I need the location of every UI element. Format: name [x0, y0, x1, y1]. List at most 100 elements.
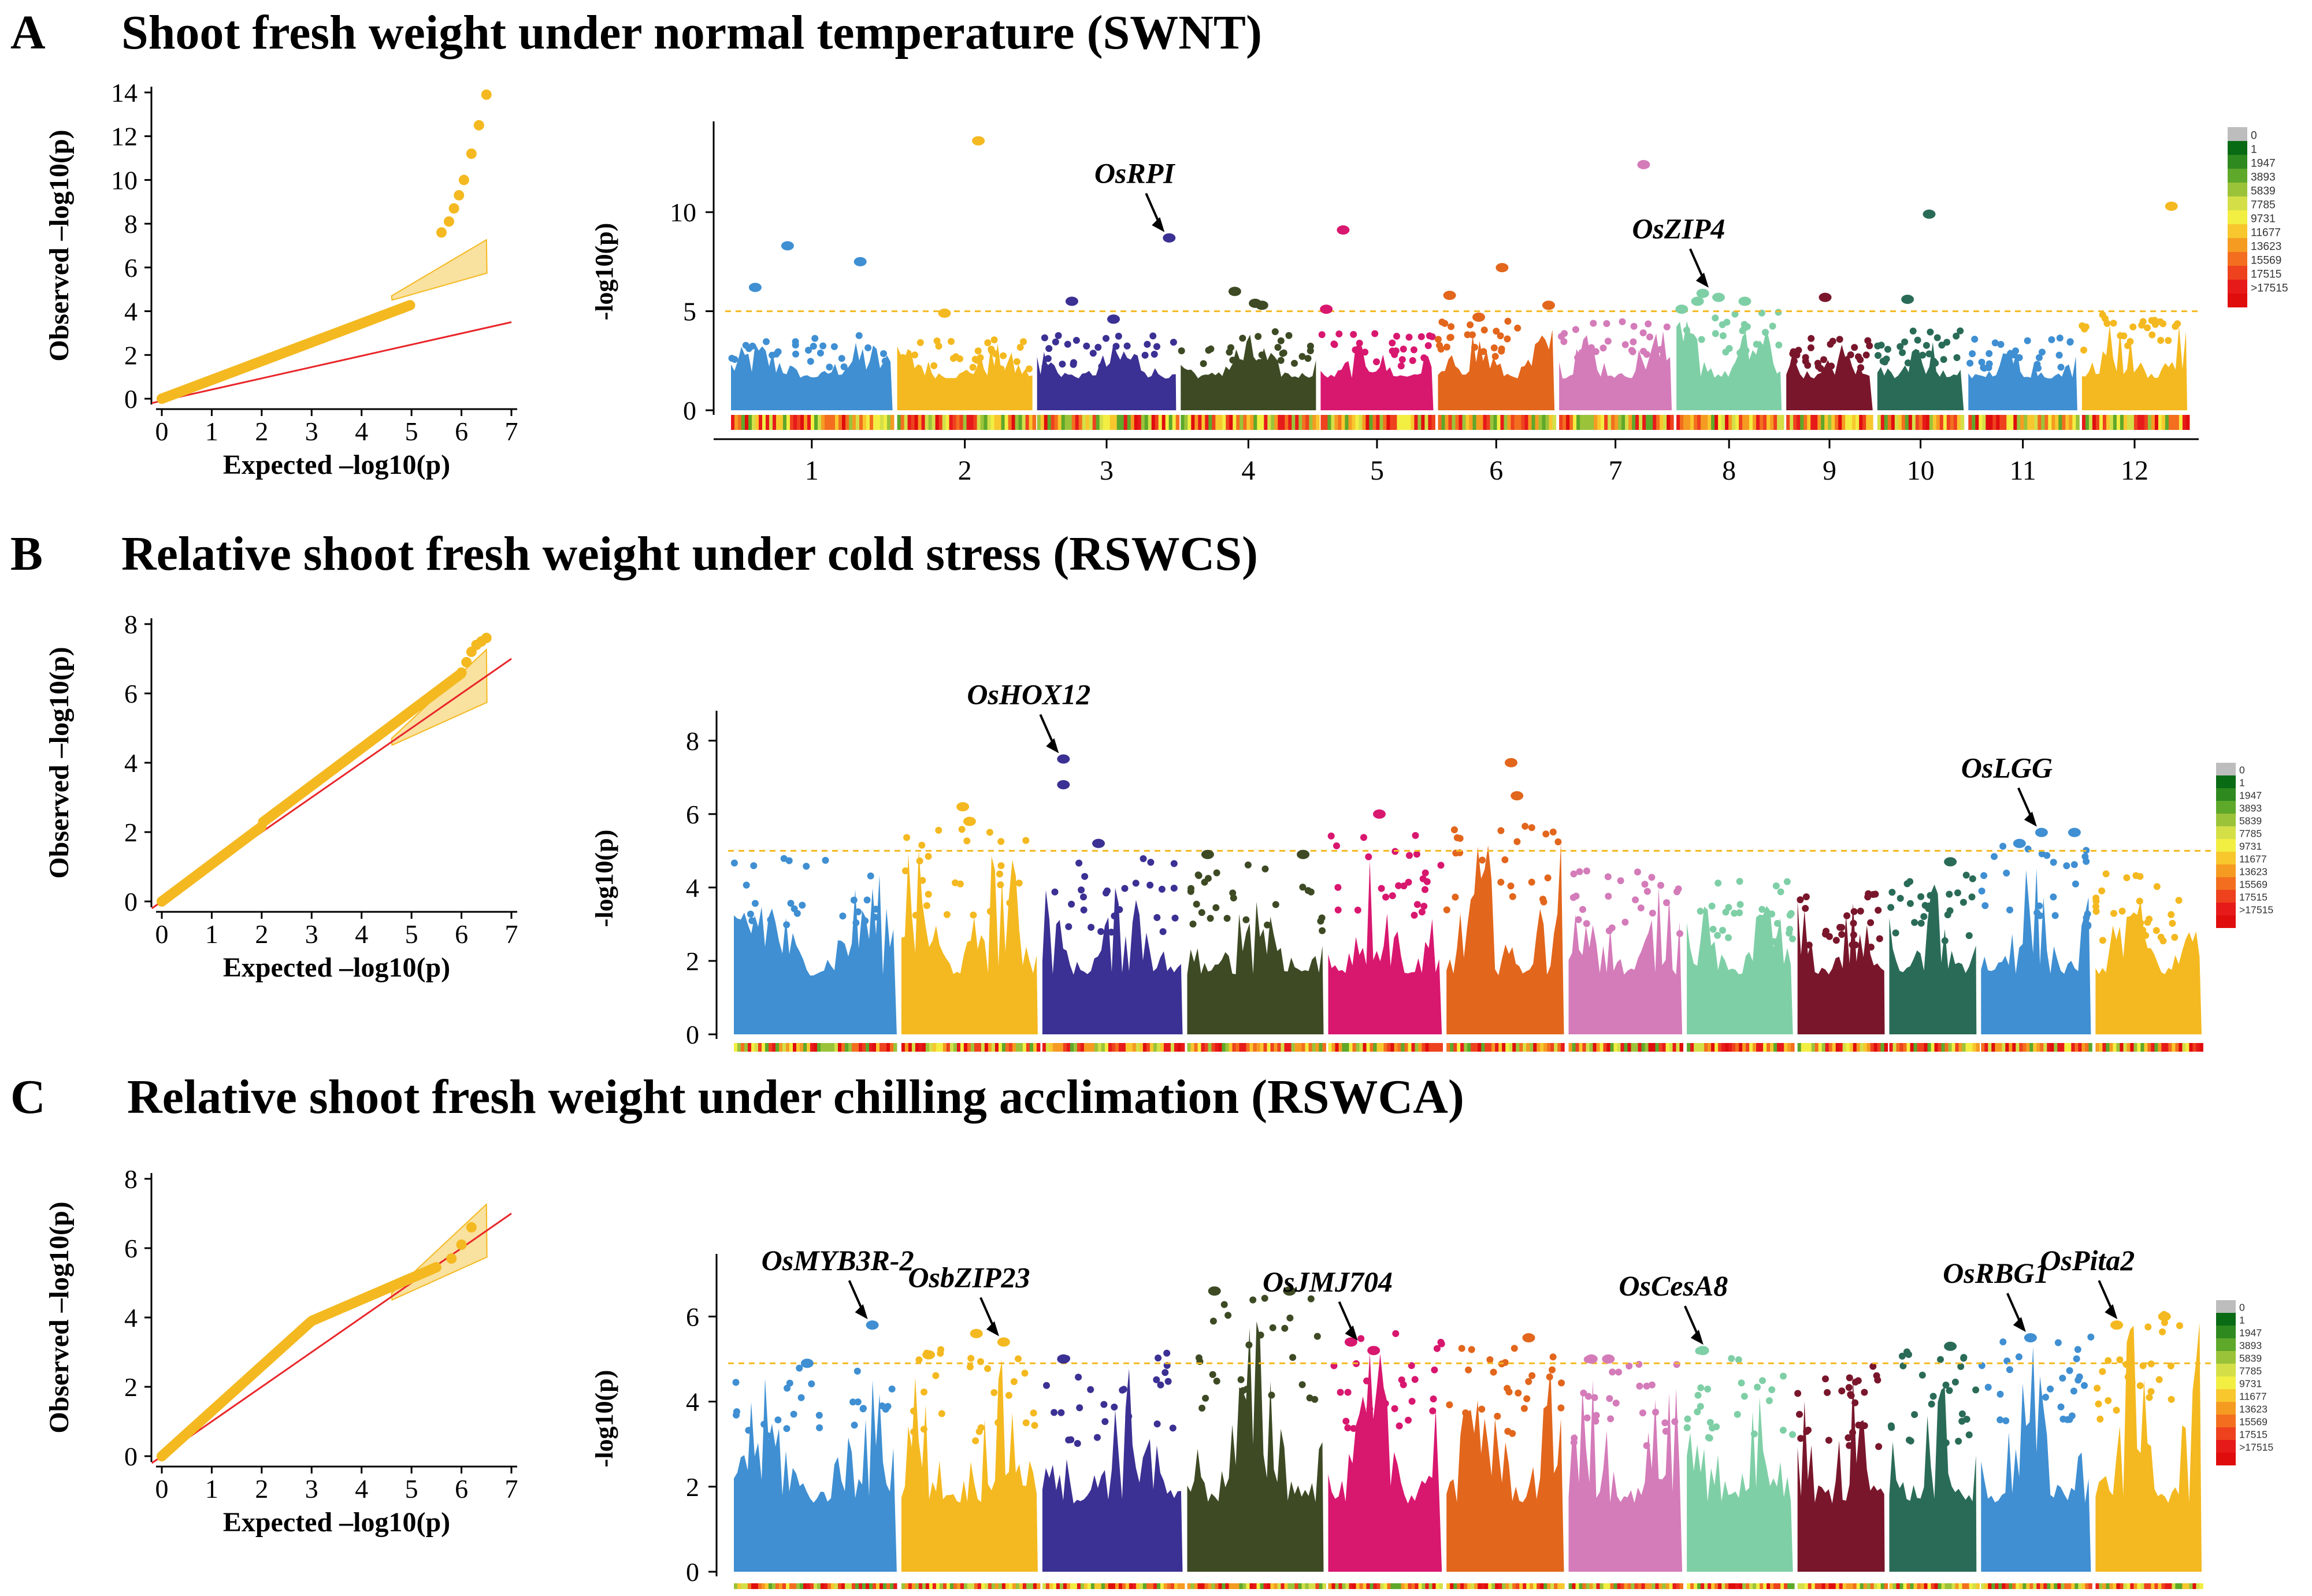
snp-point — [2050, 893, 2057, 901]
snp-density-cell — [1624, 1583, 1628, 1589]
snp-point — [1738, 1379, 1745, 1387]
snp-density-cell — [1550, 1583, 1554, 1589]
snp-density-cell — [1187, 415, 1192, 430]
snp-density-cell — [1335, 1583, 1339, 1589]
snp-density-cell — [1542, 415, 1546, 430]
x-tick-label: 5 — [405, 1474, 418, 1504]
snp-point — [1731, 910, 1738, 917]
snp-density-cell — [803, 1043, 807, 1052]
snp-point — [2038, 348, 2046, 356]
snp-density-cell — [734, 1043, 738, 1052]
snp-point — [849, 1398, 856, 1406]
snp-point — [1643, 888, 1651, 895]
snp-density-cell — [1029, 1043, 1034, 1052]
snp-density-cell — [1201, 415, 1205, 430]
snp-point — [749, 342, 756, 350]
snp-density-cell — [1080, 1043, 1085, 1052]
snp-point — [750, 862, 758, 870]
y-tick-label: 2 — [124, 1372, 138, 1402]
snp-point — [1497, 332, 1504, 340]
snp-point — [1319, 927, 1326, 934]
snp-point — [1264, 921, 1271, 929]
snp-density-cell — [1652, 1583, 1656, 1589]
snp-density-cell — [1568, 1583, 1572, 1589]
snp-density-cell — [1312, 1583, 1316, 1589]
snp-density-cell — [1149, 1583, 1154, 1589]
snp-point — [790, 1411, 797, 1418]
snp-point — [1960, 1354, 1968, 1361]
snp-density-cell — [755, 1043, 759, 1052]
snp-density-cell — [1073, 1583, 1078, 1589]
significant-snp — [2024, 1333, 2037, 1343]
snp-point — [1313, 1333, 1321, 1340]
snp-point — [2155, 1376, 2163, 1383]
snp-density-cell — [1873, 1043, 1878, 1052]
snp-point — [1433, 1345, 1441, 1352]
legend-label: 3893 — [2239, 1340, 2262, 1352]
snp-density-cell — [883, 1583, 887, 1589]
chromosome-body — [2081, 325, 2187, 410]
snp-density-cell — [1610, 1583, 1614, 1589]
snp-point — [1731, 310, 1739, 318]
y-tick-label: 10 — [111, 165, 138, 195]
snp-density-cell — [1620, 1583, 1624, 1589]
legend-swatch — [2216, 1338, 2236, 1351]
snp-point — [1366, 1405, 1374, 1413]
significant-snp — [1923, 209, 1936, 219]
snp-density-cell — [1972, 1583, 1976, 1589]
snp-point — [1411, 911, 1418, 919]
snp-point — [1333, 842, 1340, 849]
snp-density-cell — [1862, 415, 1866, 430]
snp-density-cell — [1051, 415, 1055, 430]
snp-density-cell — [737, 1043, 741, 1052]
snp-density-cell — [835, 415, 839, 430]
snp-density-cell — [2019, 1583, 2023, 1589]
snp-point — [1649, 910, 1656, 917]
chromosome-body — [1676, 321, 1782, 410]
snp-density-cell — [2158, 1583, 2162, 1589]
snp-density-cell — [2038, 415, 2042, 430]
snp-point — [1572, 892, 1580, 900]
snp-point — [815, 1412, 823, 1419]
snp-density-cell — [765, 1043, 769, 1052]
snp-point — [1361, 348, 1369, 356]
snp-point — [2070, 861, 2078, 868]
chromosome-label: 12 — [2121, 455, 2148, 486]
snp-density-cell — [1087, 1583, 1092, 1589]
chromosome-body — [2095, 901, 2202, 1034]
snp-density-cell — [2075, 1043, 2079, 1052]
snp-density-cell — [1735, 1583, 1739, 1589]
snp-density-cell — [1397, 415, 1401, 430]
snp-point — [1768, 910, 1776, 918]
snp-density-cell — [1092, 415, 1097, 430]
snp-density-cell — [1944, 1043, 1949, 1052]
snp-density-cell — [786, 1583, 790, 1589]
snp-density-cell — [2050, 1043, 2054, 1052]
snp-density-cell — [1800, 415, 1804, 430]
snp-density-cell — [2140, 1043, 2144, 1052]
legend-swatch — [2228, 266, 2247, 280]
snp-density-cell — [2123, 1043, 2127, 1052]
legend-label: 17515 — [2251, 268, 2281, 280]
snp-point — [2168, 911, 2175, 918]
snp-density-cell — [1422, 1043, 1426, 1052]
snp-density-cell — [1773, 1043, 1777, 1052]
x-tick-label: 6 — [455, 417, 468, 446]
snp-density-cell — [1770, 415, 1774, 430]
snp-density-cell — [908, 1583, 912, 1589]
snp-density-cell — [1397, 1043, 1401, 1052]
snp-density-cell — [1225, 1043, 1229, 1052]
snp-point — [925, 890, 932, 898]
snp-density-cell — [1808, 1043, 1812, 1052]
snp-density-cell — [1988, 1583, 1992, 1589]
legend-swatch — [2228, 196, 2247, 210]
snp-point — [1249, 360, 1257, 368]
snp-point — [2081, 1382, 2088, 1389]
snp-density-cell — [1428, 415, 1432, 430]
snp-point — [1269, 1324, 1276, 1331]
snp-point — [1824, 1389, 1831, 1396]
snp-density-cell — [2005, 1583, 2009, 1589]
snp-density-cell — [1348, 415, 1352, 430]
legend-label: 17515 — [2239, 892, 2268, 903]
